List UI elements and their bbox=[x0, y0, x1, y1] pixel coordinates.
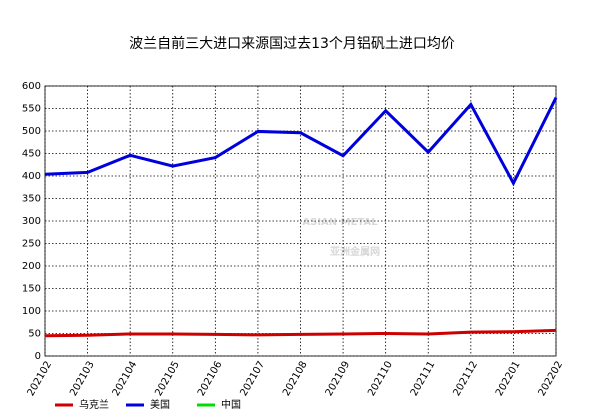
y-tick-label: 100 bbox=[22, 306, 41, 317]
y-tick-label: 0 bbox=[35, 351, 41, 362]
x-tick-label: 202106 bbox=[196, 360, 225, 399]
y-tick-label: 300 bbox=[22, 216, 41, 227]
x-tick-label: 202108 bbox=[281, 360, 310, 399]
legend-label: 美国 bbox=[150, 398, 170, 411]
y-tick-label: 150 bbox=[22, 284, 41, 295]
watermark: 亚洲金属网 bbox=[330, 245, 380, 258]
y-tick-label: 550 bbox=[22, 104, 41, 115]
y-tick-label: 400 bbox=[22, 171, 41, 182]
y-tick-label: 200 bbox=[22, 261, 41, 272]
x-tick-label: 202112 bbox=[451, 360, 480, 399]
x-tick-label: 202110 bbox=[366, 360, 395, 399]
x-tick-label: 202103 bbox=[68, 360, 97, 399]
line-series bbox=[44, 97, 558, 187]
x-tick-label: 202104 bbox=[111, 360, 140, 399]
watermark: ASIAN METAL bbox=[302, 217, 378, 228]
y-tick-label: 350 bbox=[22, 194, 41, 205]
plot-frame bbox=[44, 85, 557, 357]
legend-label: 乌克兰 bbox=[79, 398, 109, 411]
y-tick-label: 250 bbox=[22, 239, 41, 250]
x-tick-label: 202109 bbox=[324, 360, 353, 399]
x-tick-label: 202105 bbox=[153, 360, 182, 399]
x-tick-label: 202102 bbox=[26, 360, 55, 399]
chart-title: 波兰自前三大进口来源国过去13个月铝矾土进口均价 bbox=[129, 35, 455, 52]
x-tick-label: 202111 bbox=[409, 360, 438, 399]
line-series bbox=[44, 328, 557, 338]
y-tick-label: 500 bbox=[22, 126, 41, 137]
y-tick-label: 450 bbox=[22, 149, 41, 160]
x-tick-label: 202202 bbox=[537, 360, 566, 399]
y-tick-label: 50 bbox=[28, 329, 41, 340]
y-tick-label: 600 bbox=[22, 81, 41, 92]
x-tick-label: 202107 bbox=[238, 360, 267, 399]
legend-label: 中国 bbox=[221, 398, 241, 411]
x-tick-label: 202201 bbox=[494, 360, 523, 399]
